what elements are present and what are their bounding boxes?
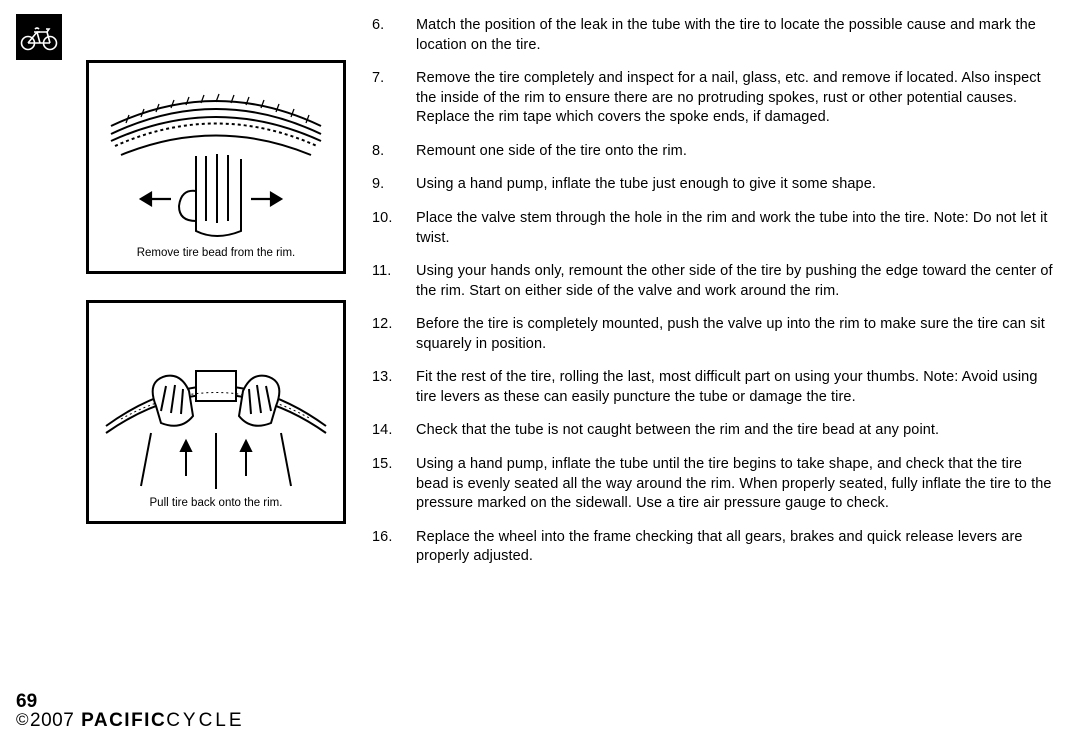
left-column: Remove tire bead from the rim.: [16, 14, 348, 581]
step-text: Remove the tire completely and inspect f…: [416, 69, 1056, 128]
step-item: 7.Remove the tire completely and inspect…: [372, 69, 1056, 128]
step-number: 16.: [372, 528, 416, 567]
step-text: Fit the rest of the tire, rolling the la…: [416, 368, 1056, 407]
step-number: 7.: [372, 69, 416, 128]
step-item: 15.Using a hand pump, inflate the tube u…: [372, 455, 1056, 514]
page-number: 69: [16, 692, 245, 711]
copyright-year: 2007: [30, 710, 74, 731]
step-number: 9.: [372, 175, 416, 195]
step-text: Using your hands only, remount the other…: [416, 262, 1056, 301]
step-number: 8.: [372, 142, 416, 162]
brand-line: ©2007 PACIFICCYCLE: [16, 711, 245, 732]
step-number: 11.: [372, 262, 416, 301]
step-text: Check that the tube is not caught betwee…: [416, 421, 1056, 441]
step-number: 10.: [372, 209, 416, 248]
step-number: 13.: [372, 368, 416, 407]
step-item: 11.Using your hands only, remount the ot…: [372, 262, 1056, 301]
step-text: Remount one side of the tire onto the ri…: [416, 142, 1056, 162]
step-item: 16.Replace the wheel into the frame chec…: [372, 528, 1056, 567]
bicycle-icon: [16, 14, 62, 60]
figure-remove-bead: Remove tire bead from the rim.: [86, 60, 346, 274]
step-text: Using a hand pump, inflate the tube unti…: [416, 455, 1056, 514]
brand-bold: PACIFIC: [81, 710, 166, 731]
figure-caption: Remove tire bead from the rim.: [99, 247, 333, 261]
step-item: 10.Place the valve stem through the hole…: [372, 209, 1056, 248]
instructions-column: 6.Match the position of the leak in the …: [372, 14, 1064, 581]
page-footer: 69 ©2007 PACIFICCYCLE: [16, 692, 245, 732]
step-text: Replace the wheel into the frame checkin…: [416, 528, 1056, 567]
step-number: 14.: [372, 421, 416, 441]
brand-light: CYCLE: [166, 710, 244, 731]
step-number: 12.: [372, 315, 416, 354]
step-text: Before the tire is completely mounted, p…: [416, 315, 1056, 354]
step-number: 6.: [372, 16, 416, 55]
step-item: 8.Remount one side of the tire onto the …: [372, 142, 1056, 162]
figure-caption: Pull tire back onto the rim.: [99, 497, 333, 511]
figure-pull-back: Pull tire back onto the rim.: [86, 300, 346, 524]
step-item: 6.Match the position of the leak in the …: [372, 16, 1056, 55]
step-text: Match the position of the leak in the tu…: [416, 16, 1056, 55]
step-text: Place the valve stem through the hole in…: [416, 209, 1056, 248]
step-item: 12.Before the tire is completely mounted…: [372, 315, 1056, 354]
step-item: 9.Using a hand pump, inflate the tube ju…: [372, 175, 1056, 195]
step-item: 14.Check that the tube is not caught bet…: [372, 421, 1056, 441]
step-number: 15.: [372, 455, 416, 514]
copyright-symbol: ©: [16, 710, 30, 729]
step-item: 13.Fit the rest of the tire, rolling the…: [372, 368, 1056, 407]
step-text: Using a hand pump, inflate the tube just…: [416, 175, 1056, 195]
